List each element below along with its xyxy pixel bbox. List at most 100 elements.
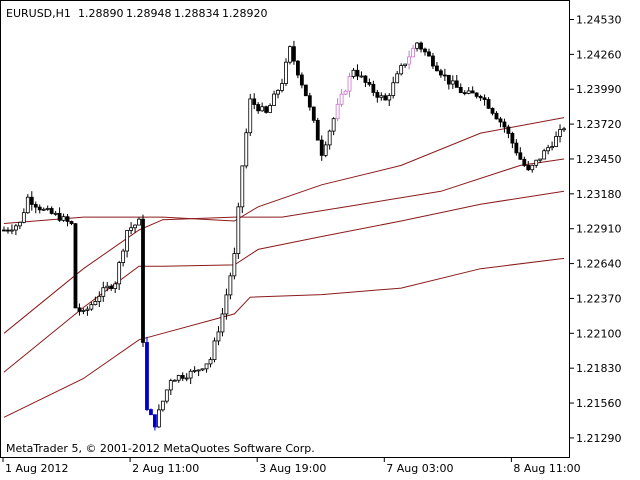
candle[interactable] — [530, 164, 535, 173]
candle[interactable] — [415, 42, 419, 52]
candle[interactable] — [319, 135, 324, 161]
candle[interactable] — [37, 204, 42, 214]
candle[interactable] — [53, 211, 58, 216]
candle[interactable] — [411, 44, 415, 58]
candle[interactable] — [331, 117, 336, 136]
candle[interactable] — [299, 72, 304, 89]
candle[interactable] — [371, 80, 376, 97]
candle[interactable] — [252, 93, 257, 110]
candle[interactable] — [73, 223, 78, 309]
candle[interactable] — [510, 131, 515, 149]
candle[interactable] — [49, 206, 54, 215]
candle[interactable] — [558, 124, 562, 143]
candle[interactable] — [387, 93, 392, 106]
candle[interactable] — [93, 296, 98, 306]
candle[interactable] — [403, 63, 408, 68]
candle[interactable] — [363, 75, 368, 88]
candle[interactable] — [156, 404, 161, 428]
candle[interactable] — [335, 98, 340, 122]
candle[interactable] — [97, 291, 102, 307]
candle[interactable] — [176, 374, 181, 383]
candle[interactable] — [399, 63, 404, 76]
candle[interactable] — [256, 102, 261, 114]
candle[interactable] — [133, 224, 137, 233]
candle[interactable] — [546, 144, 551, 155]
candle[interactable] — [113, 281, 118, 294]
candle[interactable] — [260, 102, 265, 112]
candle[interactable] — [208, 357, 213, 368]
candle[interactable] — [14, 224, 18, 236]
candle[interactable] — [288, 45, 292, 65]
candle[interactable] — [121, 248, 126, 267]
candle[interactable] — [450, 75, 455, 89]
candle[interactable] — [212, 337, 217, 363]
candle[interactable] — [248, 93, 253, 136]
candle[interactable] — [311, 106, 316, 123]
candle[interactable] — [41, 207, 46, 211]
candle[interactable] — [427, 48, 431, 57]
candle[interactable] — [470, 86, 475, 94]
candle[interactable] — [141, 214, 145, 347]
candle[interactable] — [232, 247, 237, 280]
candle[interactable] — [105, 282, 110, 292]
candle[interactable] — [522, 156, 527, 167]
candle[interactable] — [240, 165, 245, 214]
candle[interactable] — [454, 74, 459, 88]
candle[interactable] — [542, 148, 547, 160]
candle[interactable] — [419, 41, 423, 53]
candle[interactable] — [490, 107, 495, 116]
candle[interactable] — [296, 60, 300, 79]
candle[interactable] — [25, 194, 30, 214]
candle[interactable] — [145, 336, 149, 412]
candle[interactable] — [514, 139, 519, 156]
candle[interactable] — [355, 64, 360, 81]
candle[interactable] — [228, 272, 233, 300]
candle[interactable] — [21, 208, 26, 224]
candle[interactable] — [101, 281, 106, 302]
candle[interactable] — [69, 220, 74, 226]
candle[interactable] — [359, 71, 364, 78]
candle[interactable] — [57, 207, 62, 222]
candle[interactable] — [172, 379, 177, 382]
candle[interactable] — [45, 205, 50, 211]
candle[interactable] — [164, 389, 169, 404]
candle[interactable] — [160, 400, 165, 412]
candle[interactable] — [168, 378, 173, 396]
candle[interactable] — [6, 227, 10, 234]
candle[interactable] — [462, 90, 467, 96]
candle[interactable] — [526, 160, 531, 172]
candle[interactable] — [153, 414, 157, 431]
candle[interactable] — [117, 260, 122, 291]
candle[interactable] — [494, 111, 499, 120]
candle[interactable] — [502, 118, 507, 133]
candle[interactable] — [224, 288, 229, 320]
candle[interactable] — [383, 93, 388, 101]
candle[interactable] — [10, 224, 14, 235]
candle[interactable] — [506, 124, 511, 139]
candle[interactable] — [562, 126, 566, 133]
candle[interactable] — [188, 369, 193, 385]
candle[interactable] — [327, 129, 332, 150]
candle[interactable] — [554, 131, 558, 148]
candle[interactable] — [435, 61, 439, 72]
candle[interactable] — [446, 74, 451, 90]
candle[interactable] — [184, 373, 189, 382]
candle[interactable] — [423, 47, 427, 56]
candle[interactable] — [272, 90, 276, 106]
candle[interactable] — [77, 303, 82, 316]
candle[interactable] — [518, 147, 523, 160]
plot-area[interactable] — [2, 40, 566, 431]
candle[interactable] — [486, 97, 491, 109]
candle[interactable] — [431, 52, 435, 69]
candle[interactable] — [442, 68, 447, 81]
candle[interactable] — [379, 92, 384, 101]
candle[interactable] — [292, 40, 296, 65]
candle[interactable] — [538, 158, 543, 164]
candle[interactable] — [343, 89, 348, 96]
candle[interactable] — [391, 76, 396, 99]
candle[interactable] — [478, 94, 483, 102]
candle[interactable] — [347, 72, 352, 98]
candle[interactable] — [2, 226, 6, 232]
candle[interactable] — [204, 363, 209, 373]
candle[interactable] — [284, 58, 288, 87]
